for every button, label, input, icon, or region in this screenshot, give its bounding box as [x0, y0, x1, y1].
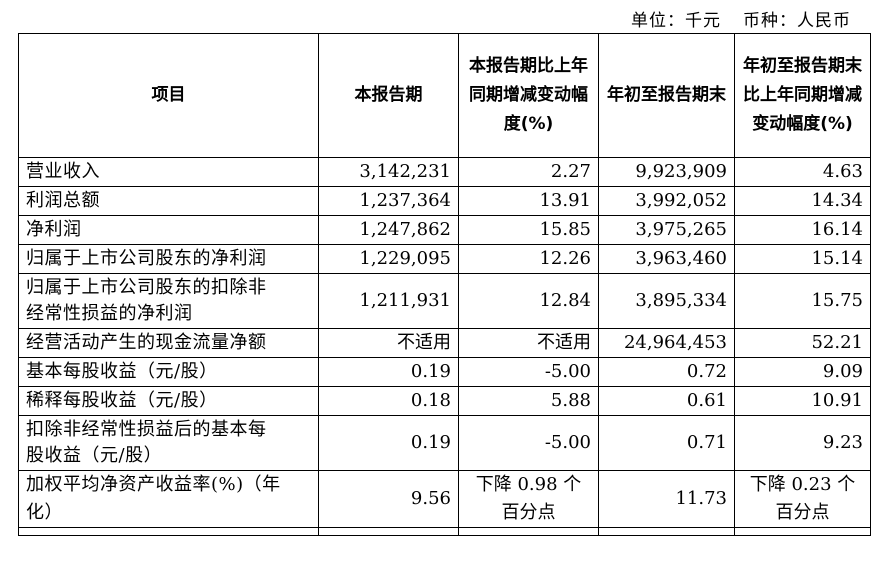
cell-ytd-change: 下降 0.23 个百分点: [734, 470, 871, 528]
cell-ytd: 11.73: [598, 470, 735, 528]
table-row: 经营活动产生的现金流量净额 不适用 不适用 24,964,453 52.21: [18, 328, 871, 358]
table-row-cutoff: [18, 527, 871, 536]
cell-current: 1,229,095: [318, 244, 459, 274]
cutoff-cell: [734, 527, 871, 536]
header-current-change: 本报告期比上年同期增减变动幅度(%): [458, 33, 599, 158]
table-row: 归属于上市公司股东的扣除非 经常性损益的净利润 1,211,931 12.84 3…: [18, 273, 871, 329]
cell-current-change: 15.85: [458, 215, 599, 245]
cell-current: 1,211,931: [318, 273, 459, 329]
cell-current-change: 12.84: [458, 273, 599, 329]
cell-ytd-change: 9.23: [734, 415, 871, 471]
table-row: 净利润 1,247,862 15.85 3,975,265 16.14: [18, 215, 871, 245]
cell-current: 1,237,364: [318, 186, 459, 216]
row-label: 归属于上市公司股东的扣除非 经常性损益的净利润: [18, 273, 319, 329]
row-label-line1: 归属于上市公司股东的扣除非: [26, 277, 267, 298]
cell-current: 0.18: [318, 386, 459, 416]
table-row: 加权平均净资产收益率(%)（年 化） 9.56 下降 0.98 个百分点 11.7…: [18, 470, 871, 528]
header-item: 项目: [18, 33, 319, 158]
cell-ytd: 3,895,334: [598, 273, 735, 329]
cutoff-cell: [318, 527, 459, 536]
cell-note-line2: 百分点: [501, 502, 556, 523]
cell-current: 0.19: [318, 415, 459, 471]
table-row: 基本每股收益（元/股） 0.19 -5.00 0.72 9.09: [18, 357, 871, 387]
cell-ytd-change: 15.75: [734, 273, 871, 329]
cell-current-change: 2.27: [458, 157, 599, 187]
cell-ytd-change: 4.63: [734, 157, 871, 187]
unit-label: 单位：千元: [631, 11, 721, 31]
cell-current: 9.56: [318, 470, 459, 528]
cell-ytd: 3,992,052: [598, 186, 735, 216]
cell-ytd: 0.72: [598, 357, 735, 387]
header-ytd: 年初至报告期末: [598, 33, 735, 158]
row-label-line1: 扣除非经常性损益后的基本每: [26, 419, 267, 440]
cell-current-change: 不适用: [458, 328, 599, 358]
cell-current: 3,142,231: [318, 157, 459, 187]
cutoff-cell: [598, 527, 735, 536]
table-header-row: 项目 本报告期 本报告期比上年同期增减变动幅度(%) 年初至报告期末 年初至报告…: [18, 33, 871, 158]
financial-data-table: 项目 本报告期 本报告期比上年同期增减变动幅度(%) 年初至报告期末 年初至报告…: [18, 33, 871, 536]
cell-ytd-change: 16.14: [734, 215, 871, 245]
cell-current-change: 13.91: [458, 186, 599, 216]
row-label: 经营活动产生的现金流量净额: [18, 328, 319, 358]
table-row: 营业收入 3,142,231 2.27 9,923,909 4.63: [18, 157, 871, 187]
row-label-line1: 加权平均净资产收益率(%)（年: [26, 474, 281, 495]
unit-note: 单位：千元 币种：人民币: [631, 6, 851, 31]
table-row: 扣除非经常性损益后的基本每 股收益（元/股） 0.19 -5.00 0.71 9.…: [18, 415, 871, 471]
table-row: 归属于上市公司股东的净利润 1,229,095 12.26 3,963,460 …: [18, 244, 871, 274]
table-row: 利润总额 1,237,364 13.91 3,992,052 14.34: [18, 186, 871, 216]
cell-ytd-change: 10.91: [734, 386, 871, 416]
cell-ytd-change: 14.34: [734, 186, 871, 216]
cell-current-change: -5.00: [458, 357, 599, 387]
cell-current-change: 5.88: [458, 386, 599, 416]
header-ytd-change: 年初至报告期末比上年同期增减变动幅度(%): [734, 33, 871, 158]
cell-note-line2: 百分点: [775, 502, 830, 523]
row-label: 基本每股收益（元/股）: [18, 357, 319, 387]
row-label-line2: 化）: [26, 502, 63, 523]
cell-ytd-change: 9.09: [734, 357, 871, 387]
cell-ytd: 24,964,453: [598, 328, 735, 358]
row-label: 扣除非经常性损益后的基本每 股收益（元/股）: [18, 415, 319, 471]
cell-note-line1: 下降 0.23 个: [749, 474, 856, 495]
row-label: 归属于上市公司股东的净利润: [18, 244, 319, 274]
row-label: 加权平均净资产收益率(%)（年 化）: [18, 470, 319, 528]
cell-current-change: -5.00: [458, 415, 599, 471]
cell-note-line1: 下降 0.98 个: [475, 474, 582, 495]
row-label: 利润总额: [18, 186, 319, 216]
cell-ytd: 0.71: [598, 415, 735, 471]
cell-ytd-change: 15.14: [734, 244, 871, 274]
cell-current: 1,247,862: [318, 215, 459, 245]
cell-current-change: 12.26: [458, 244, 599, 274]
cutoff-cell: [18, 527, 319, 536]
cutoff-cell: [458, 527, 599, 536]
row-label-line2: 股收益（元/股）: [26, 445, 163, 466]
cell-ytd: 9,923,909: [598, 157, 735, 187]
cell-current: 0.19: [318, 357, 459, 387]
cell-ytd: 3,963,460: [598, 244, 735, 274]
row-label: 稀释每股收益（元/股）: [18, 386, 319, 416]
currency-label: 币种：人民币: [743, 11, 851, 31]
row-label: 净利润: [18, 215, 319, 245]
row-label: 营业收入: [18, 157, 319, 187]
cell-current: 不适用: [318, 328, 459, 358]
cell-ytd-change: 52.21: [734, 328, 871, 358]
cell-current-change: 下降 0.98 个百分点: [458, 470, 599, 528]
cell-ytd: 3,975,265: [598, 215, 735, 245]
row-label-line2: 经常性损益的净利润: [26, 303, 193, 324]
header-current-period: 本报告期: [318, 33, 459, 158]
table-row: 稀释每股收益（元/股） 0.18 5.88 0.61 10.91: [18, 386, 871, 416]
cell-ytd: 0.61: [598, 386, 735, 416]
